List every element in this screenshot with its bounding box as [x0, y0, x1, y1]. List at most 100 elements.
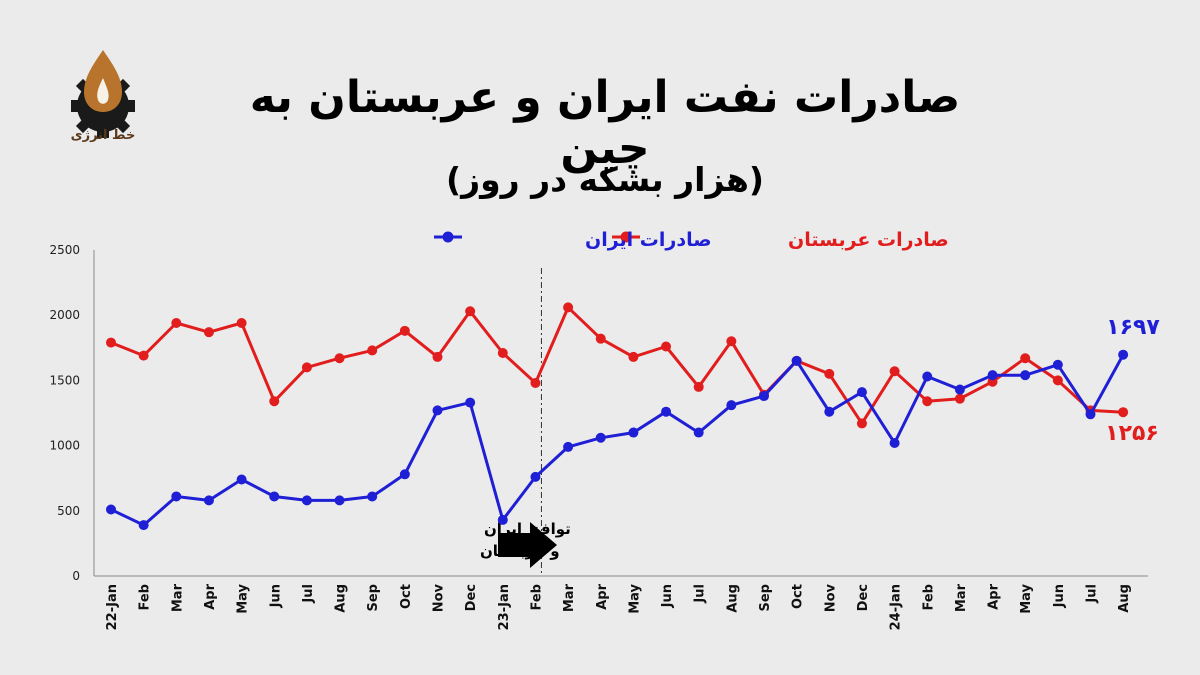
data-point-iran: [1118, 349, 1129, 360]
data-point-saudi: [334, 353, 345, 364]
x-tick-label: Mar: [170, 583, 185, 612]
x-tick-label: Jun: [1052, 584, 1067, 608]
x-tick-label: Aug: [1117, 584, 1132, 613]
x-tick-label: Oct: [399, 584, 414, 609]
flame-icon: [97, 78, 109, 104]
data-point-iran: [530, 471, 541, 482]
data-point-saudi: [269, 396, 280, 407]
data-point-iran: [1020, 370, 1031, 381]
data-point-iran: [399, 469, 410, 480]
data-point-saudi: [530, 378, 541, 389]
x-tick-label: Feb: [529, 584, 544, 610]
data-point-iran: [856, 387, 867, 398]
series-iran: [106, 349, 1129, 531]
data-point-iran: [138, 520, 149, 531]
x-tick-label: Jun: [660, 584, 675, 608]
data-point-saudi: [1020, 353, 1031, 364]
data-point-iran: [301, 495, 312, 506]
data-point-iran: [987, 370, 998, 381]
series-line-iran: [110, 353, 1125, 527]
legend-label-saudi: صادرات عربستان: [788, 229, 949, 251]
data-point-saudi: [1118, 407, 1129, 418]
data-point-iran: [236, 474, 247, 485]
data-point-iran: [563, 441, 574, 452]
data-point-iran: [465, 397, 476, 408]
data-point-saudi: [236, 318, 247, 329]
data-point-iran: [628, 427, 639, 438]
data-point-saudi: [922, 396, 933, 407]
data-point-saudi: [465, 306, 476, 317]
x-tick-label: Nov: [432, 583, 447, 612]
arrow-right-icon: [498, 522, 557, 568]
y-tick-label: 500: [57, 504, 80, 518]
x-tick-label: Jul: [1085, 584, 1100, 604]
chart-title: صادرات نفت ایران و عربستان به چین: [249, 72, 961, 174]
data-point-iran: [203, 495, 214, 506]
y-tick-label: 2500: [49, 243, 80, 257]
x-tick-label: May: [236, 583, 251, 613]
logo-text: خط انرژی: [70, 128, 136, 143]
data-point-saudi: [367, 345, 378, 356]
data-point-iran: [497, 514, 508, 525]
x-tick-label: 23-Jan: [497, 584, 512, 630]
data-point-saudi: [595, 333, 606, 344]
series-line-saudi: [110, 305, 1124, 425]
x-tick-label: Dec: [464, 584, 479, 611]
end-label-saudi: ۱۲۵۶: [1105, 421, 1159, 446]
y-tick-label: 1500: [49, 373, 80, 387]
data-point-iran: [432, 405, 443, 416]
logo: [71, 50, 135, 138]
series-saudi: [106, 302, 1129, 429]
data-point-saudi: [106, 337, 116, 348]
data-point-iran: [106, 504, 116, 515]
data-point-saudi: [726, 336, 737, 347]
data-point-saudi: [301, 362, 312, 373]
x-tick-label: Mar: [954, 583, 969, 612]
data-point-iran: [889, 437, 900, 448]
data-point-saudi: [856, 418, 867, 429]
data-point-iran: [269, 491, 280, 502]
x-tick-label: Apr: [595, 583, 610, 609]
data-point-iran: [1052, 359, 1063, 370]
x-tick-label: Oct: [791, 584, 806, 609]
data-point-saudi: [1052, 375, 1063, 386]
data-point-saudi: [497, 348, 508, 359]
x-tick-label: Dec: [856, 584, 871, 611]
data-point-iran: [693, 427, 704, 438]
y-tick-label: 0: [72, 569, 80, 583]
x-tick-label: Aug: [334, 584, 349, 613]
data-point-saudi: [628, 351, 639, 362]
x-tick-label: Nov: [823, 583, 838, 612]
data-point-iran: [791, 355, 802, 366]
data-point-saudi: [889, 366, 900, 377]
data-point-saudi: [138, 350, 149, 361]
x-tick-label: Apr: [203, 583, 218, 609]
axes: [93, 250, 1148, 577]
data-point-saudi: [824, 368, 835, 379]
legend-item-saudi: صادرات عربستان: [612, 229, 949, 251]
y-tick-label: 2000: [49, 308, 80, 322]
data-point-iran: [171, 491, 182, 502]
data-point-iran: [759, 391, 769, 402]
end-label-iran: ۱۶۹۷: [1106, 315, 1160, 340]
data-point-iran: [726, 400, 737, 411]
data-point-iran: [334, 495, 345, 506]
legend: صادرات عربستان صادرات ایران: [434, 229, 949, 251]
data-point-saudi: [693, 381, 704, 392]
data-point-saudi: [203, 327, 214, 338]
y-tick-label: 1000: [49, 439, 80, 453]
agreement-annotation: توافق ایران و عربستان: [480, 520, 571, 568]
x-tick-label: May: [627, 583, 642, 613]
data-point-saudi: [399, 325, 410, 336]
x-tick-label: Feb: [138, 584, 153, 610]
x-tick-label: Sep: [758, 584, 773, 612]
x-tick-label: 24-Jan: [889, 584, 904, 630]
x-tick-label: May: [1019, 583, 1034, 613]
legend-label-iran: صادرات ایران: [585, 229, 712, 251]
data-point-iran: [367, 491, 378, 502]
x-tick-label: Mar: [562, 583, 577, 612]
chart-subtitle: (هزار بشکه در روز): [446, 160, 764, 199]
data-point-iran: [922, 371, 933, 382]
x-tick-label: Jun: [268, 584, 283, 608]
